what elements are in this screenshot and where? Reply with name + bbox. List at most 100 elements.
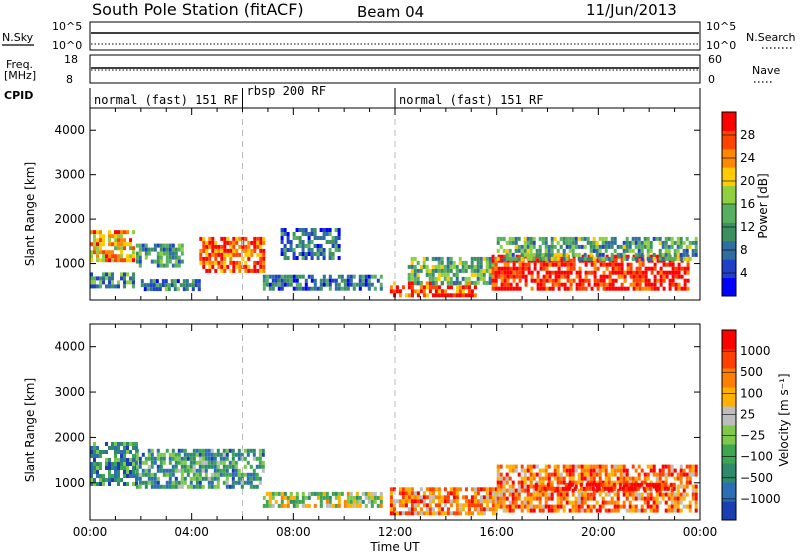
power-cell bbox=[413, 264, 417, 269]
power-cell bbox=[557, 286, 561, 291]
power-cell bbox=[458, 293, 462, 298]
velocity-cell bbox=[204, 460, 208, 465]
power-cell bbox=[292, 236, 296, 240]
velocity-cell bbox=[583, 508, 587, 513]
power-cell bbox=[202, 240, 206, 245]
power-cell bbox=[164, 287, 168, 292]
power-cell bbox=[668, 262, 672, 267]
velocity-cell bbox=[168, 452, 172, 457]
velocity-cell bbox=[663, 486, 667, 491]
velocity-cell bbox=[544, 496, 548, 501]
velocity-cell bbox=[135, 448, 139, 453]
velocity-cell bbox=[280, 495, 284, 500]
velocity-cell bbox=[183, 476, 187, 481]
velocity-cell bbox=[222, 448, 226, 453]
power-cell bbox=[664, 252, 668, 257]
velocity-cell bbox=[586, 468, 590, 473]
velocity-cell bbox=[262, 495, 266, 500]
power-cell bbox=[96, 242, 99, 247]
velocity-cell bbox=[571, 480, 575, 485]
power-cell bbox=[602, 270, 606, 275]
power-cell bbox=[506, 270, 510, 275]
velocity-cell bbox=[93, 446, 96, 450]
power-cell bbox=[556, 240, 560, 245]
velocity-cell bbox=[407, 491, 411, 496]
velocity-cell bbox=[526, 484, 530, 489]
velocity-cell bbox=[198, 464, 202, 469]
power-cell bbox=[449, 276, 453, 281]
power-cell bbox=[283, 244, 287, 248]
velocity-cell bbox=[292, 499, 296, 504]
power-cell bbox=[271, 278, 275, 283]
velocity-cell bbox=[508, 488, 512, 493]
colorbar-segment bbox=[722, 368, 736, 388]
velocity-cell bbox=[604, 468, 608, 473]
power-cell bbox=[419, 268, 423, 273]
velocity-cell bbox=[183, 480, 187, 485]
velocity-cell bbox=[577, 480, 581, 485]
velocity-cell bbox=[631, 508, 635, 513]
power-cell bbox=[90, 280, 93, 285]
power-cell bbox=[497, 274, 501, 279]
velocity-cell bbox=[610, 496, 614, 501]
power-cell bbox=[449, 293, 453, 298]
velocity-cell bbox=[123, 466, 126, 470]
velocity-cell bbox=[601, 496, 605, 501]
velocity-cell bbox=[99, 474, 102, 478]
velocity-cell bbox=[452, 511, 456, 516]
power-cell bbox=[434, 280, 438, 285]
velocity-cell bbox=[126, 470, 129, 474]
velocity-cell bbox=[283, 491, 287, 496]
velocity-cell bbox=[117, 470, 120, 474]
velocity-cell bbox=[292, 503, 296, 508]
power-cell bbox=[419, 289, 423, 294]
velocity-cell bbox=[301, 503, 305, 508]
power-cell bbox=[168, 243, 172, 248]
velocity-cell bbox=[249, 464, 253, 469]
power-ylabel: Slant Range [km] bbox=[23, 162, 37, 266]
power-cell bbox=[117, 230, 120, 235]
velocity-cell bbox=[544, 484, 548, 489]
velocity-cell bbox=[482, 487, 486, 492]
power-cell bbox=[223, 256, 227, 261]
velocity-cell bbox=[556, 492, 560, 497]
power-cell bbox=[310, 240, 314, 244]
velocity-cell bbox=[666, 486, 670, 491]
colorbar-segment bbox=[722, 259, 736, 279]
velocity-cell bbox=[174, 452, 178, 457]
power-cell bbox=[622, 244, 626, 249]
velocity-cell bbox=[261, 460, 265, 465]
power-cell bbox=[407, 272, 411, 277]
power-cell bbox=[670, 256, 674, 261]
velocity-cell bbox=[138, 456, 142, 461]
velocity-cell bbox=[574, 464, 578, 469]
velocity-cell bbox=[592, 472, 596, 477]
velocity-cell bbox=[616, 464, 620, 469]
velocity-cell bbox=[613, 472, 617, 477]
power-cell bbox=[280, 228, 284, 232]
velocity-cell bbox=[102, 482, 105, 486]
velocity-cell bbox=[231, 480, 235, 485]
power-cell bbox=[677, 282, 681, 287]
power-cell bbox=[496, 248, 500, 253]
power-cell bbox=[235, 264, 239, 269]
power-cell bbox=[135, 255, 139, 260]
velocity-cell bbox=[156, 452, 160, 457]
velocity-cell bbox=[162, 472, 166, 477]
velocity-cell bbox=[505, 464, 509, 469]
power-cell bbox=[691, 248, 695, 253]
velocity-cell bbox=[147, 480, 151, 485]
power-cell bbox=[470, 268, 474, 273]
velocity-cell bbox=[661, 472, 665, 477]
velocity-cell bbox=[177, 480, 181, 485]
velocity-cell bbox=[132, 470, 135, 474]
power-cell bbox=[544, 248, 548, 253]
velocity-cell bbox=[496, 464, 500, 469]
velocity-cell bbox=[168, 484, 172, 489]
power-cell bbox=[331, 240, 335, 244]
power-cell bbox=[649, 244, 653, 249]
velocity-cell bbox=[646, 492, 650, 497]
power-cell bbox=[316, 236, 320, 240]
power-cell bbox=[562, 248, 566, 253]
velocity-cell bbox=[455, 511, 459, 516]
